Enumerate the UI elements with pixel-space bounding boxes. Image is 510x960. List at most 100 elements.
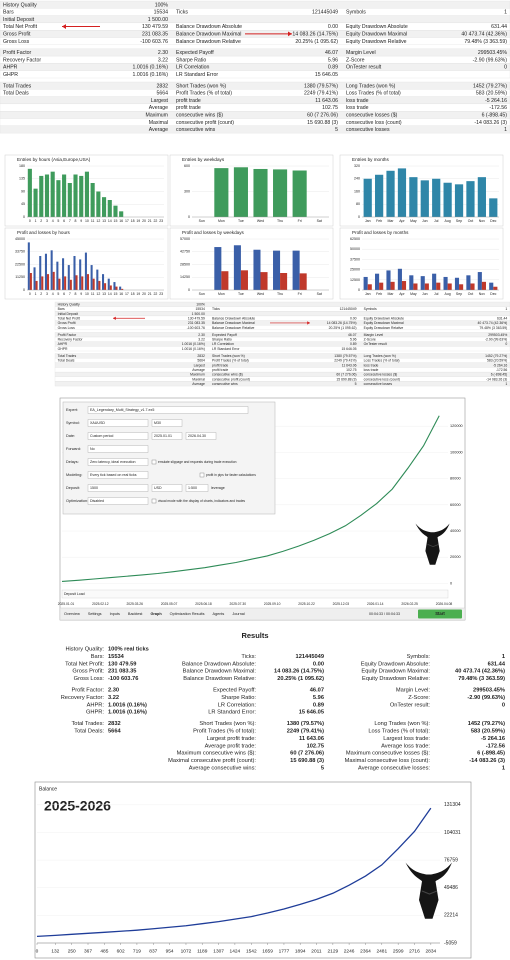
y-tick-label: 11250	[15, 275, 25, 279]
field-box[interactable]	[87, 458, 149, 466]
x-tick-label: Sun	[199, 292, 205, 296]
field-box[interactable]	[87, 445, 149, 453]
bar	[50, 171, 55, 217]
y-tick-label: 0	[358, 215, 360, 219]
field-value: Disabled	[90, 499, 104, 503]
table-label: LR Standard Error	[212, 347, 240, 351]
bar	[401, 281, 407, 290]
table-label: consecutive wins ($)	[176, 113, 223, 119]
field-box[interactable]	[151, 419, 183, 427]
start-button[interactable]	[418, 609, 462, 619]
x-tick-label: Apr	[399, 219, 405, 223]
table-label: consecutive profit (count)	[176, 120, 234, 126]
field-box[interactable]	[87, 432, 149, 440]
table-value: 5664	[197, 359, 205, 363]
table-label: Balance Drawdown Maximal	[176, 32, 241, 38]
bar	[44, 174, 50, 217]
field-box[interactable]	[87, 406, 249, 414]
table-value: -2.90 (99.63%)	[473, 57, 508, 63]
x-tick-label: 2026.02.25	[401, 602, 418, 606]
bar	[44, 253, 47, 290]
bar	[73, 256, 76, 290]
y-tick-label: 0	[23, 215, 25, 219]
x-tick-label: 8	[75, 292, 77, 296]
y-tick-label: 37500	[350, 257, 360, 261]
field-box[interactable]	[87, 471, 149, 479]
table-label: Margin Level	[364, 333, 384, 337]
table-label: Equity Drawdown Relative	[364, 326, 404, 330]
x-tick-label: 1189	[197, 948, 208, 954]
tab[interactable]: Backtest	[128, 612, 144, 616]
field-box[interactable]	[151, 432, 183, 440]
tab[interactable]: Settings	[88, 612, 102, 616]
table-label: Largest profit trade:	[207, 736, 257, 742]
x-tick-label: 22	[153, 219, 157, 223]
bar	[41, 276, 44, 290]
table-label: Bars	[3, 10, 14, 16]
field-box[interactable]	[185, 432, 217, 440]
table-label: Total Trades:	[71, 721, 104, 727]
table-row	[54, 332, 510, 338]
table-value: -14 083.26 (3)	[474, 120, 507, 126]
checkbox[interactable]	[199, 472, 205, 478]
bar	[386, 170, 395, 217]
table-label: LR Correlation:	[218, 702, 257, 708]
tab[interactable]: Inputs	[110, 612, 120, 616]
y-tick-label: 28500	[180, 262, 190, 266]
bar	[214, 247, 222, 290]
table-value: 1.0016 (0.16%)	[108, 710, 147, 716]
field-box[interactable]	[185, 484, 209, 492]
field-value: Zero latency, ideal execution	[90, 460, 135, 464]
table-value: 121445049	[340, 307, 357, 311]
tab[interactable]: Overview	[64, 612, 80, 616]
table-value: 0.89	[313, 702, 324, 708]
bar	[470, 283, 475, 290]
table-value: 5664	[108, 729, 121, 735]
x-tick-label: 0	[29, 219, 31, 223]
table-value: 0.00	[313, 661, 324, 667]
table-label: Bars	[58, 307, 65, 311]
y-tick-label: 45000	[15, 237, 25, 241]
table-label: Balance Drawdown Maximal	[212, 321, 255, 325]
x-tick-label: Mon	[218, 219, 225, 223]
x-tick-label: 602	[117, 948, 125, 954]
table-value: 0	[504, 65, 507, 71]
bar	[413, 283, 418, 290]
table-value: 299503.45%	[478, 50, 508, 56]
x-tick-label: 20	[142, 219, 146, 223]
tab[interactable]: Optimization Results	[170, 612, 205, 616]
bar	[90, 183, 95, 217]
x-tick-label: 15	[114, 292, 118, 296]
field-box[interactable]	[87, 419, 149, 427]
tab-bar	[59, 607, 466, 621]
x-tick-label: 2025.07.30	[230, 602, 247, 606]
table-label: consecutive losses	[364, 382, 393, 386]
bar	[436, 282, 441, 290]
field-box[interactable]	[87, 484, 149, 492]
table-label: consecutive wins	[212, 382, 238, 386]
table-value: 5	[355, 382, 357, 386]
x-tick-label: Wed	[257, 219, 264, 223]
bar	[299, 273, 307, 290]
x-tick-label: 12	[96, 292, 100, 296]
table-value: 6 (-898.45)	[477, 751, 505, 757]
y-tick-label: 80	[356, 202, 360, 206]
table-label: Profit Trades (% of total)	[212, 359, 249, 363]
y-tick-label: 20000	[450, 555, 461, 559]
field-box[interactable]	[87, 497, 149, 505]
table-row	[54, 311, 510, 317]
bar	[363, 178, 372, 217]
checkbox[interactable]	[151, 498, 157, 504]
tab[interactable]: Agents	[212, 612, 224, 616]
table-value: 46.07	[310, 688, 324, 694]
field-box[interactable]	[151, 484, 183, 492]
bar	[109, 285, 112, 290]
button-label[interactable]: Start	[435, 611, 445, 616]
chart-title: Entries by hours (Asia,Europe,USA)	[17, 157, 91, 162]
checkbox[interactable]	[151, 459, 157, 465]
chart-frame	[169, 227, 334, 300]
tab[interactable]: Graph	[150, 612, 162, 616]
tab[interactable]: Journal	[232, 612, 245, 616]
x-tick-label: 132	[51, 948, 59, 954]
